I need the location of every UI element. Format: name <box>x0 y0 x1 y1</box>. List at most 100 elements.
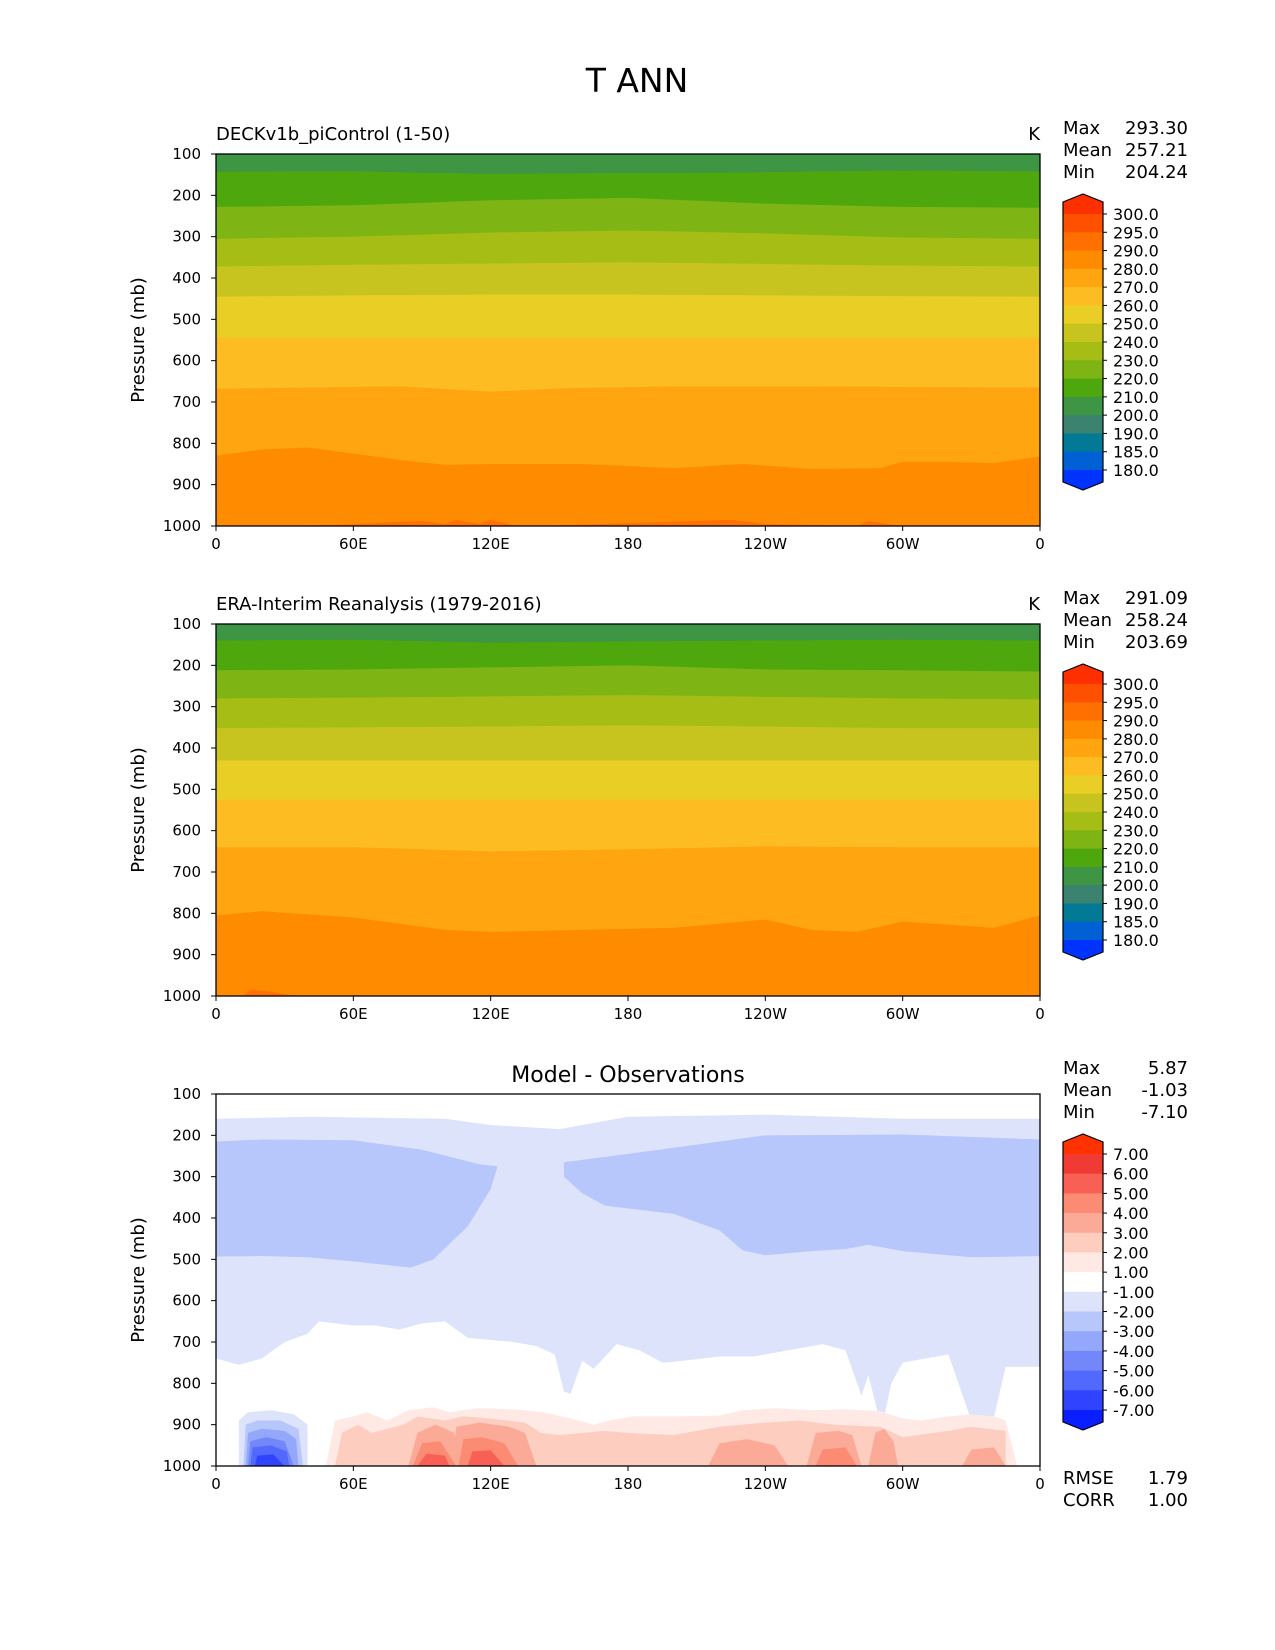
colorbar-segment <box>1063 1390 1103 1411</box>
colorbar-label: -1.00 <box>1113 1283 1154 1302</box>
colorbar-segment <box>1063 433 1103 453</box>
colorbar-label: 200.0 <box>1113 876 1159 895</box>
stat-label: Min <box>1063 1102 1095 1123</box>
colorbar-segment <box>1063 1272 1103 1293</box>
x-tick-label: 120E <box>472 1475 510 1493</box>
y-tick-label: 100 <box>172 1085 201 1103</box>
colorbar-label: 270.0 <box>1113 748 1159 767</box>
figure-title: T ANN <box>585 61 689 100</box>
stat-label: Min <box>1063 632 1095 653</box>
colorbar-label: 270.0 <box>1113 278 1159 297</box>
contour-region-7 <box>708 1439 789 1466</box>
x-tick-label: 60W <box>886 1005 920 1023</box>
colorbar-segment <box>1063 1331 1103 1352</box>
x-tick-label: 0 <box>1035 1475 1045 1493</box>
y-tick-label: 400 <box>172 739 201 757</box>
rmse-value: 1.79 <box>1148 1468 1188 1489</box>
contour-region-1 <box>216 1139 498 1268</box>
stat-value: 258.24 <box>1125 610 1188 631</box>
colorbar-segment <box>1063 323 1103 343</box>
colorbar-label: -2.00 <box>1113 1303 1154 1322</box>
contour-band-9 <box>243 989 295 996</box>
colorbar-label: 6.00 <box>1113 1165 1149 1184</box>
colorbar-outline <box>1062 193 1104 491</box>
y-tick-label: 1000 <box>163 987 201 1005</box>
colorbar-bottom-extend <box>1063 1410 1103 1430</box>
colorbar-label: 1.00 <box>1113 1263 1149 1282</box>
colorbar-segment <box>1063 866 1103 886</box>
y-tick-label: 1000 <box>163 1457 201 1475</box>
x-tick-label: 120W <box>744 535 788 553</box>
colorbar-label: 280.0 <box>1113 260 1159 279</box>
y-tick-label: 800 <box>172 904 201 922</box>
x-tick-label: 0 <box>211 1475 221 1493</box>
colorbar-label: 260.0 <box>1113 766 1159 785</box>
colorbar-segment <box>1063 250 1103 270</box>
contour-band-9 <box>254 519 901 526</box>
colorbar-segment <box>1063 757 1103 777</box>
contour-region-13 <box>815 1447 857 1466</box>
colorbar-segment <box>1063 378 1103 398</box>
x-tick-label: 60W <box>886 1475 920 1493</box>
y-tick-label: 800 <box>172 1374 201 1392</box>
stat-label: Mean <box>1063 610 1112 631</box>
x-tick-label: 180 <box>614 1005 643 1023</box>
colorbar-segment <box>1063 921 1103 941</box>
colorbar-label: 180.0 <box>1113 931 1159 950</box>
colorbar-segment <box>1063 305 1103 325</box>
panel-title: Model - Observations <box>511 1063 744 1088</box>
colorbar-bottom-extend <box>1063 940 1103 960</box>
stat-label: Max <box>1063 118 1101 139</box>
x-tick-label: 120W <box>744 1005 788 1023</box>
colorbar-top-extend <box>1063 1134 1103 1154</box>
panel-title: DECKv1b_piControl (1-50) <box>216 124 450 145</box>
colorbar-label: 185.0 <box>1113 913 1159 932</box>
corr-label: CORR <box>1063 1490 1115 1511</box>
colorbar-segment <box>1063 360 1103 380</box>
colorbar-label: 240.0 <box>1113 803 1159 822</box>
colorbar-label: 185.0 <box>1113 443 1159 462</box>
rmse-label: RMSE <box>1063 1468 1114 1489</box>
colorbar-segment <box>1063 885 1103 905</box>
contour-region-21 <box>254 1454 285 1466</box>
panel-difference: 0 60E 120E 180 120W 60W 0 100 200 300 400 500 600 700… <box>128 1058 1188 1511</box>
y-tick-label: 800 <box>172 434 201 452</box>
units-label: K <box>1028 594 1041 615</box>
y-tick-label: 900 <box>172 476 201 494</box>
stat-label: Mean <box>1063 1080 1112 1101</box>
y-tick-label: 100 <box>172 615 201 633</box>
y-tick-label: 1000 <box>163 517 201 535</box>
contour-region-10 <box>962 1447 1006 1466</box>
y-tick-label: 100 <box>172 145 201 163</box>
y-tick-label: 700 <box>172 863 201 881</box>
colorbar-label: 300.0 <box>1113 675 1159 694</box>
x-tick-label: 60E <box>339 1005 368 1023</box>
colorbar-segment <box>1063 738 1103 758</box>
colorbar-segment <box>1063 793 1103 813</box>
colorbar-segment <box>1063 268 1103 288</box>
colorbar-outline <box>1062 663 1104 961</box>
colorbar-segment <box>1063 1213 1103 1234</box>
x-tick-label: 60W <box>886 535 920 553</box>
colorbar-segment <box>1063 1311 1103 1332</box>
colorbar-label: -5.00 <box>1113 1362 1154 1381</box>
contour-region-2 <box>563 1134 1040 1258</box>
stat-label: Mean <box>1063 140 1112 161</box>
stat-label: Max <box>1063 1058 1101 1079</box>
y-tick-label: 500 <box>172 1250 201 1268</box>
contour-region-15 <box>467 1450 505 1466</box>
colorbar-segment <box>1063 1193 1103 1214</box>
colorbar-segment <box>1063 232 1103 252</box>
y-tick-label: 900 <box>172 1416 201 1434</box>
y-tick-label: 200 <box>172 1126 201 1144</box>
colorbar-label: 180.0 <box>1113 461 1159 480</box>
colorbar-segment <box>1063 415 1103 435</box>
colorbar-label: 290.0 <box>1113 712 1159 731</box>
stat-label: Max <box>1063 588 1101 609</box>
colorbar-segment <box>1063 1350 1103 1372</box>
stat-value: 5.87 <box>1148 1058 1188 1079</box>
colorbar-segment <box>1063 396 1103 416</box>
colorbar-outline <box>1062 1133 1104 1431</box>
y-axis-label: Pressure (mb) <box>128 747 149 873</box>
